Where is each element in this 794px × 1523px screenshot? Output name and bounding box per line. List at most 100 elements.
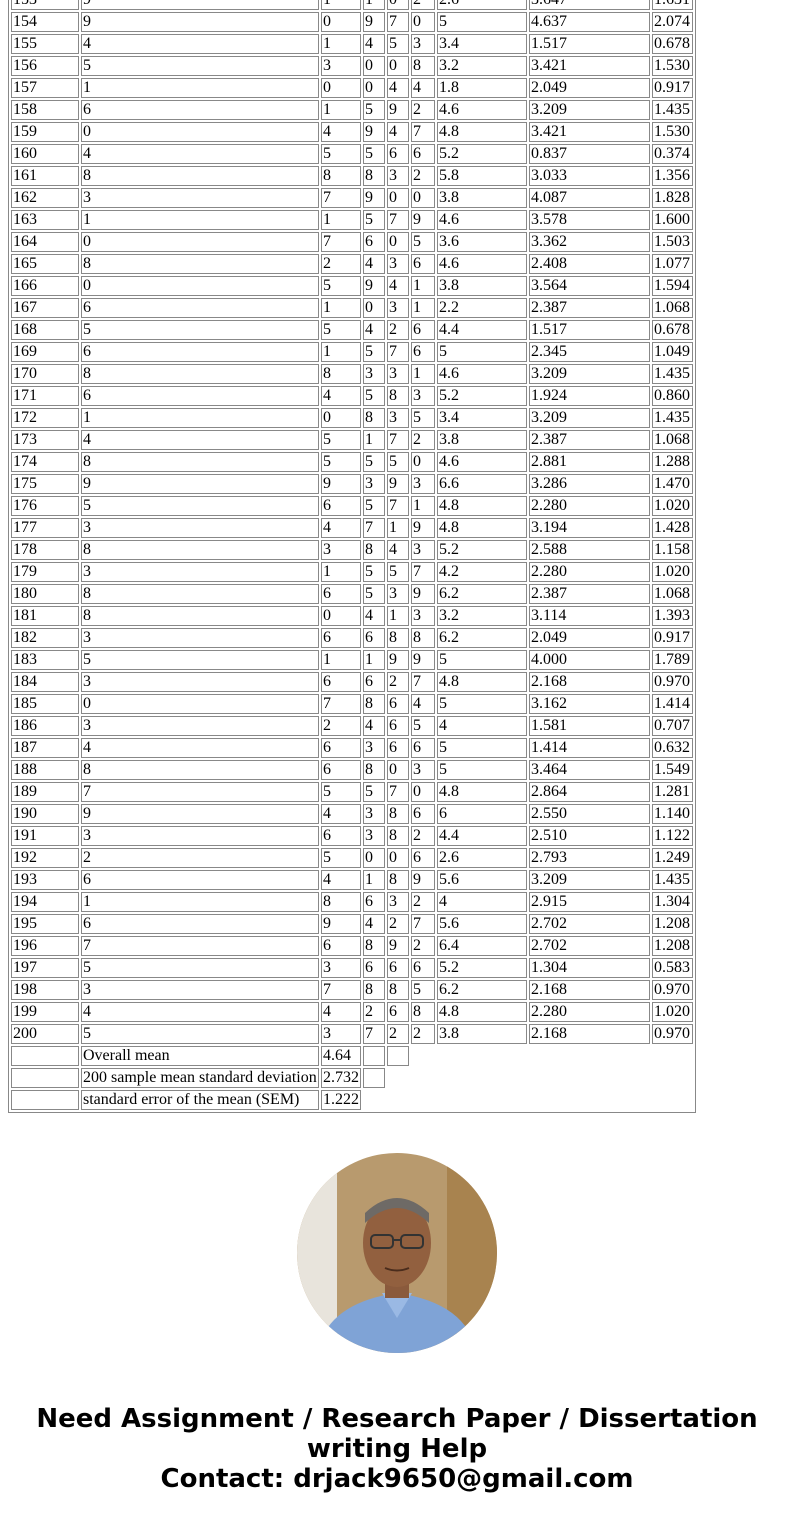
table-cell: 4.8 xyxy=(437,1002,527,1022)
table-cell: 178 xyxy=(11,540,79,560)
table-row: 162 3 7 9 0 0 3.8 4.087 1.828 xyxy=(11,188,693,208)
table-row: 181 8 0 4 1 3 3.2 3.114 1.393 xyxy=(11,606,693,626)
table-cell: 2 xyxy=(411,826,435,846)
table-cell: 7 xyxy=(411,672,435,692)
table-cell: 1 xyxy=(321,562,361,582)
table-cell: 1.020 xyxy=(652,1002,693,1022)
table-cell: 5.2 xyxy=(437,144,527,164)
table-cell: 7 xyxy=(363,518,385,538)
table-cell: 1.020 xyxy=(652,562,693,582)
table-cell: 5.2 xyxy=(437,958,527,978)
table-cell: 3 xyxy=(363,738,385,758)
table-cell: 8 xyxy=(411,56,435,76)
table-cell: 5 xyxy=(387,34,409,54)
table-cell: 6 xyxy=(321,628,361,648)
table-cell: 160 xyxy=(11,144,79,164)
table-row: 190 9 4 3 8 6 6 2.550 1.140 xyxy=(11,804,693,824)
table-cell: 9 xyxy=(363,12,385,32)
table-cell: 7 xyxy=(387,12,409,32)
table-cell: 6 xyxy=(387,144,409,164)
table-cell: 4 xyxy=(363,914,385,934)
table-cell: 0.678 xyxy=(652,34,693,54)
table-cell: 172 xyxy=(11,408,79,428)
table-cell: 4 xyxy=(363,254,385,274)
table-cell: 4.8 xyxy=(437,496,527,516)
table-cell: 8 xyxy=(363,540,385,560)
table-cell: 193 xyxy=(11,870,79,890)
table-cell: 3.2 xyxy=(437,56,527,76)
table-cell: 7 xyxy=(321,980,361,1000)
promo-headline: Need Assignment / Research Paper / Disse… xyxy=(36,1404,758,1464)
table-cell: 1 xyxy=(411,364,435,384)
table-row: 164 0 7 6 0 5 3.6 3.362 1.503 xyxy=(11,232,693,252)
table-cell: 162 xyxy=(11,188,79,208)
table-cell: 1.140 xyxy=(652,804,693,824)
table-cell: 3.162 xyxy=(529,694,650,714)
table-cell: 187 xyxy=(11,738,79,758)
table-cell: 6 xyxy=(411,804,435,824)
table-cell: 6 xyxy=(387,1002,409,1022)
table-cell: 5 xyxy=(387,452,409,472)
table-cell: 153 xyxy=(11,0,79,10)
table-cell: 8 xyxy=(363,760,385,780)
table-cell: 8 xyxy=(387,804,409,824)
table-cell: 3 xyxy=(411,34,435,54)
table-row: 168 5 5 4 2 6 4.4 1.517 0.678 xyxy=(11,320,693,340)
table-cell: 155 xyxy=(11,34,79,54)
table-cell: 3.564 xyxy=(529,276,650,296)
table-cell: 3 xyxy=(387,584,409,604)
table-cell: 3.114 xyxy=(529,606,650,626)
table-row: 189 7 5 5 7 0 4.8 2.864 1.281 xyxy=(11,782,693,802)
table-cell: 1 xyxy=(411,276,435,296)
table-cell: 0 xyxy=(81,122,319,142)
table-cell: Overall mean xyxy=(81,1046,319,1066)
table-cell: 3.647 xyxy=(529,0,650,10)
table-cell: 1.414 xyxy=(652,694,693,714)
table-cell: 1.414 xyxy=(529,738,650,758)
table-cell: 3 xyxy=(81,518,319,538)
table-cell: 9 xyxy=(387,936,409,956)
table-cell: 1 xyxy=(363,650,385,670)
table-cell: 4.6 xyxy=(437,210,527,230)
table-row: 183 5 1 1 9 9 5 4.000 1.789 xyxy=(11,650,693,670)
table-cell: 1.435 xyxy=(652,100,693,120)
table-cell: 4 xyxy=(411,78,435,98)
table-cell: 1 xyxy=(411,298,435,318)
table-cell: 173 xyxy=(11,430,79,450)
table-row: 159 0 4 9 4 7 4.8 3.421 1.530 xyxy=(11,122,693,142)
table-cell: 6 xyxy=(387,694,409,714)
table-cell: 3 xyxy=(363,804,385,824)
table-cell: 2.864 xyxy=(529,782,650,802)
table-cell: 4.637 xyxy=(529,12,650,32)
table-cell: 4 xyxy=(81,430,319,450)
table-row: 197 5 3 6 6 6 5.2 1.304 0.583 xyxy=(11,958,693,978)
table-cell: 1.428 xyxy=(652,518,693,538)
table-row: 178 8 3 8 4 3 5.2 2.588 1.158 xyxy=(11,540,693,560)
table-cell: 195 xyxy=(11,914,79,934)
table-row: 154 9 0 9 7 0 5 4.637 2.074 xyxy=(11,12,693,32)
table-cell: 154 xyxy=(11,12,79,32)
table-cell: 1 xyxy=(81,78,319,98)
table-cell: 3.4 xyxy=(437,408,527,428)
table-cell: 7 xyxy=(81,782,319,802)
table-cell: 4 xyxy=(81,34,319,54)
table-cell: 1.503 xyxy=(652,232,693,252)
table-cell: 164 xyxy=(11,232,79,252)
table-cell: 8 xyxy=(81,606,319,626)
table-cell: 1 xyxy=(363,0,385,10)
table-row: 192 2 5 0 0 6 2.6 2.793 1.249 xyxy=(11,848,693,868)
table-cell: 5 xyxy=(81,958,319,978)
table-cell: 0 xyxy=(387,232,409,252)
table-cell: 3 xyxy=(411,606,435,626)
table-cell: 5 xyxy=(321,144,361,164)
table-cell: 2.793 xyxy=(529,848,650,868)
table-cell: 4 xyxy=(81,1002,319,1022)
table-cell: 4 xyxy=(387,276,409,296)
table-cell: 6 xyxy=(321,584,361,604)
table-cell: 3 xyxy=(81,562,319,582)
table-cell: 184 xyxy=(11,672,79,692)
table-row: 200 5 3 7 2 2 3.8 2.168 0.970 xyxy=(11,1024,693,1044)
table-cell: 3.8 xyxy=(437,276,527,296)
table-cell: 6 xyxy=(81,870,319,890)
table-cell: 3.8 xyxy=(437,430,527,450)
